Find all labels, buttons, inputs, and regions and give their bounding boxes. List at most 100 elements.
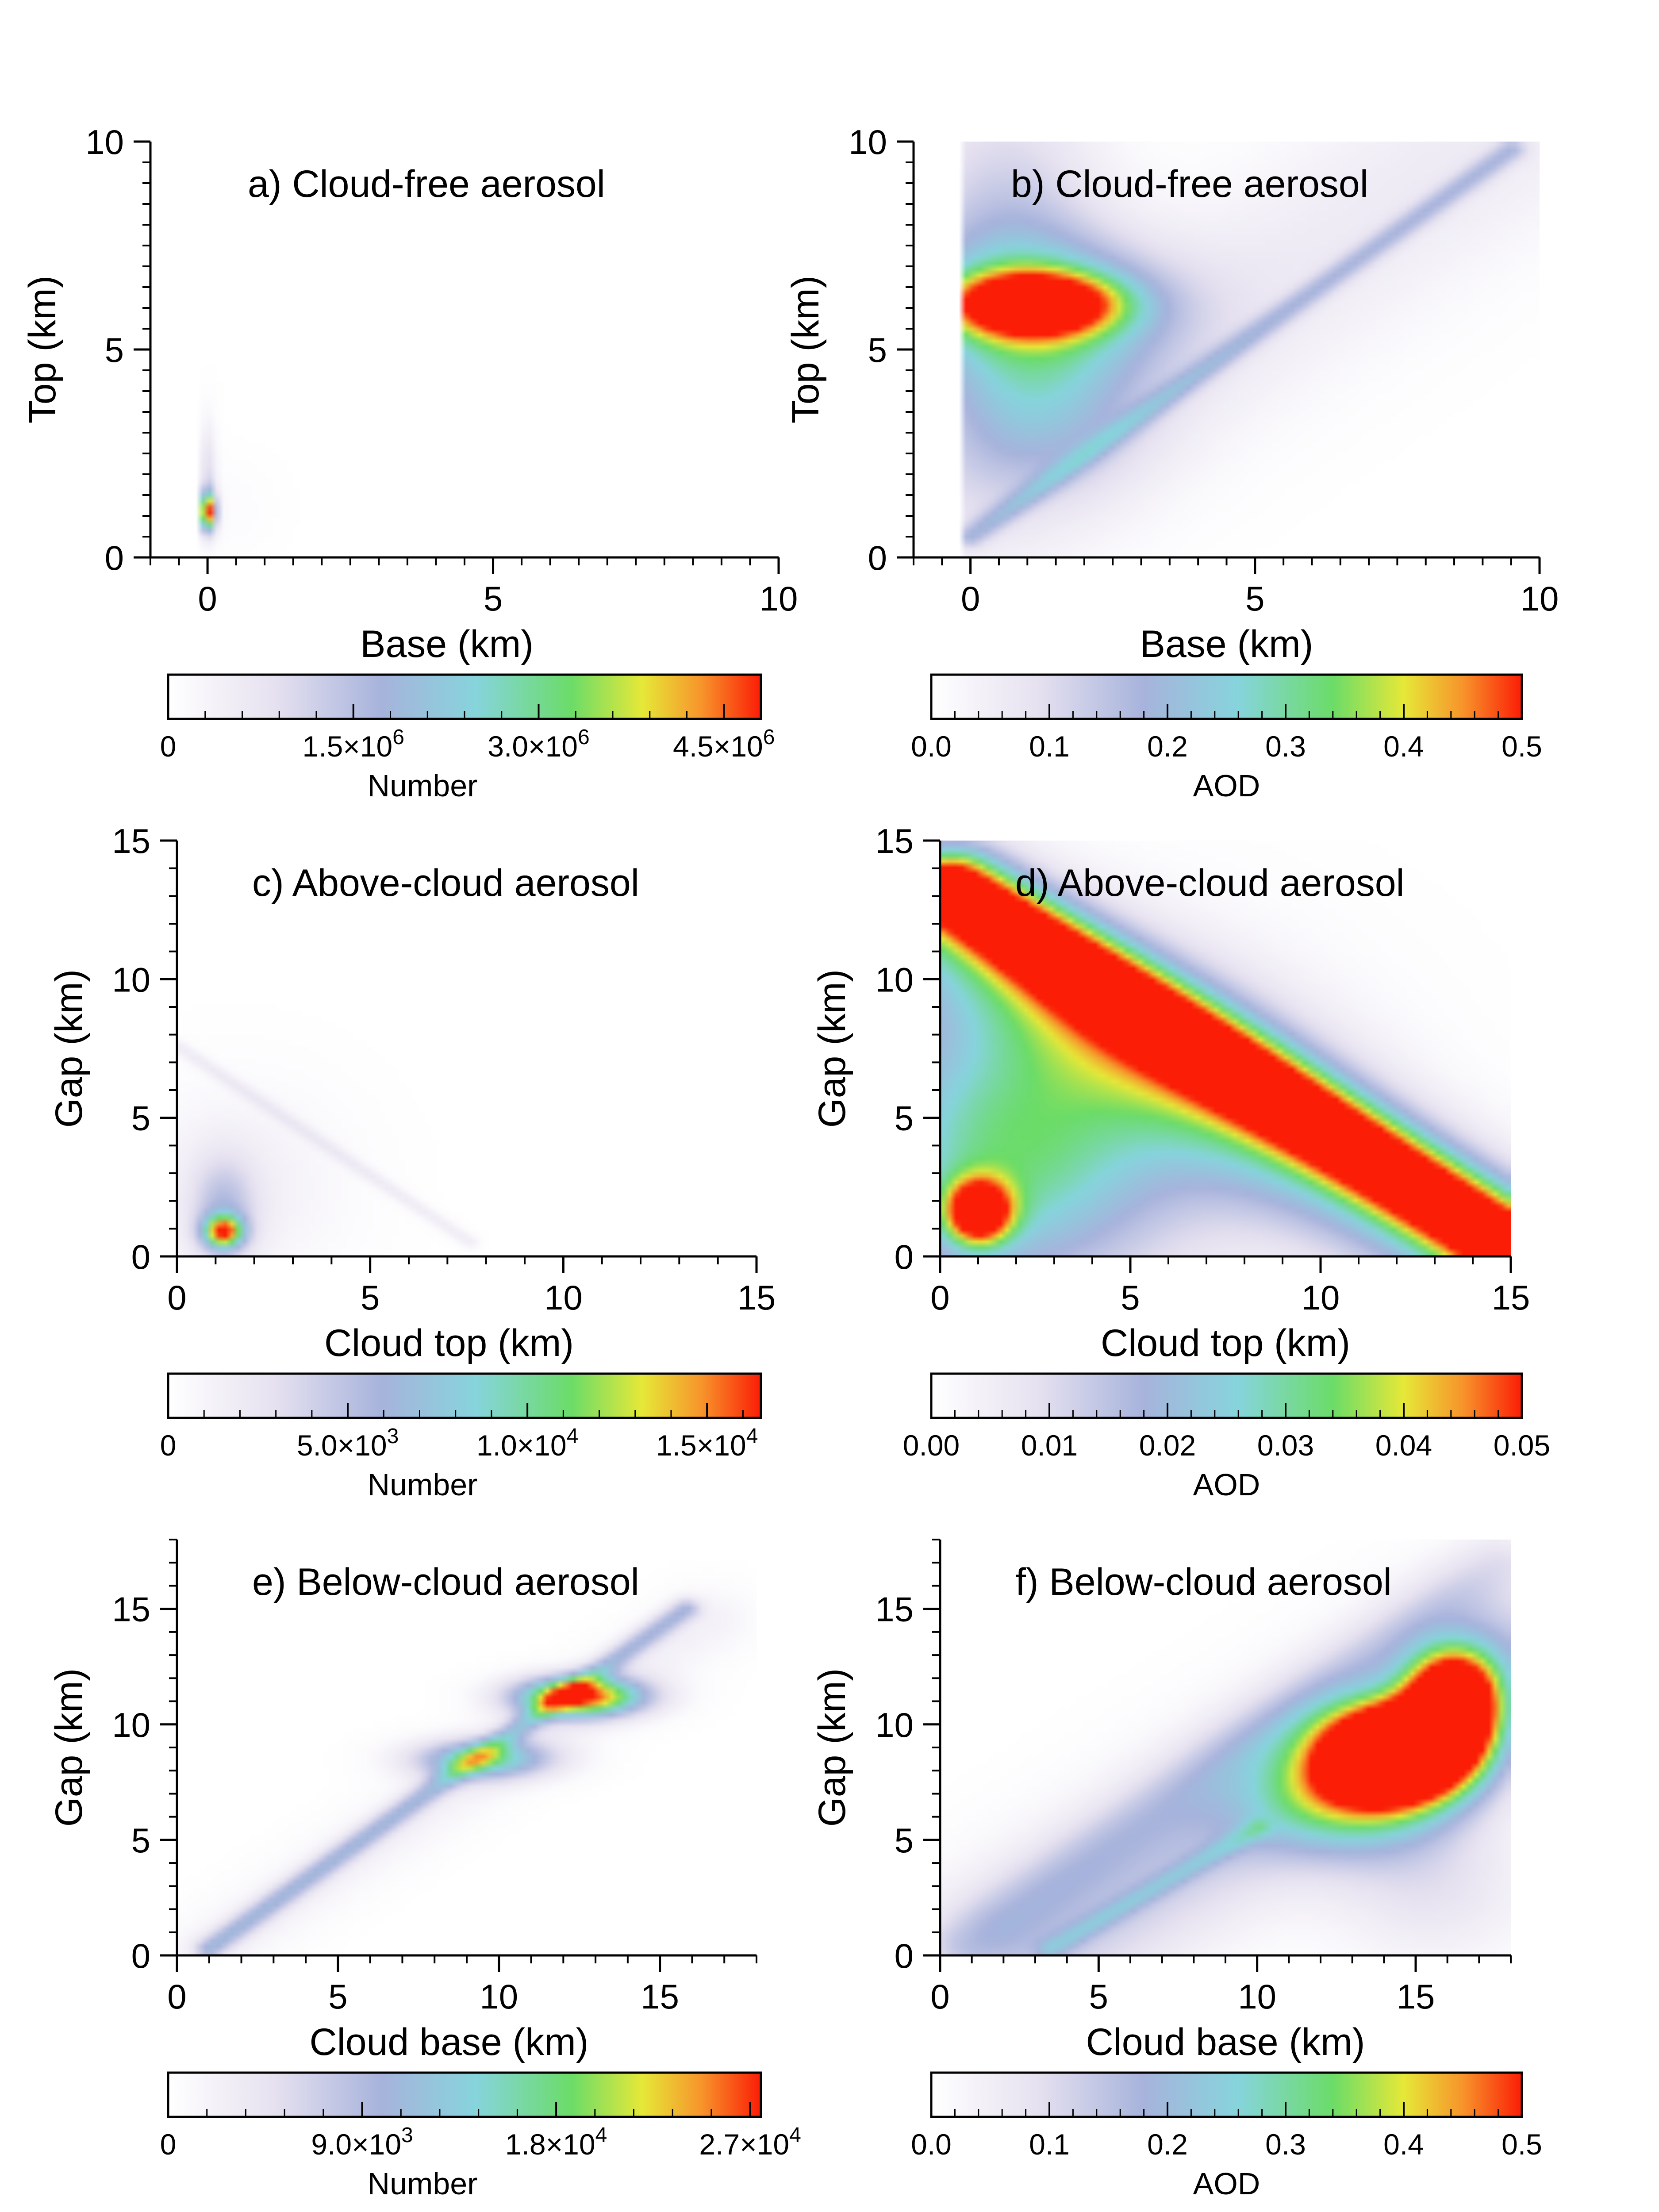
colorbar-title: Number [368, 2166, 478, 2201]
x-tick-label: 0 [930, 1977, 949, 2016]
y-tick-label: 15 [112, 822, 150, 860]
x-tick-label: 10 [480, 1977, 518, 2016]
x-tick-label: 15 [737, 1278, 776, 1317]
colorbar-title: AOD [1193, 2166, 1260, 2201]
colorbar-tick-label: 0.1 [1029, 730, 1070, 763]
y-tick-label: 15 [112, 1590, 150, 1629]
colorbar-tick-label: 0.1 [1029, 2128, 1070, 2161]
x-axis-title: Cloud top (km) [324, 1322, 574, 1364]
colorbar-gradient [930, 1372, 1523, 1419]
x-tick-label: 15 [1492, 1278, 1530, 1317]
colorbar-tick-label: 0.4 [1383, 2128, 1424, 2161]
colorbar-tick-label: 0.5 [1502, 2128, 1542, 2161]
y-tick-label: 5 [105, 330, 124, 369]
x-tick-label: 0 [961, 579, 980, 618]
panel-title: d) Above-cloud aerosol [1015, 862, 1405, 904]
x-tick-label: 5 [1245, 579, 1264, 618]
x-axis-title: Cloud base (km) [310, 2021, 589, 2063]
heatmap-raster-b [914, 142, 1540, 557]
colorbar-tick-label: 0.01 [1021, 1429, 1078, 1462]
x-axis-title: Base (km) [1140, 623, 1313, 665]
panel-title: f) Below-cloud aerosol [1015, 1561, 1392, 1603]
colorbar-tick-label: 0.2 [1147, 2128, 1188, 2161]
colorbar-tick-label: 0.02 [1139, 1429, 1196, 1462]
y-tick-label: 5 [131, 1821, 150, 1860]
colorbar-tick-label: 9.0×103 [311, 2124, 413, 2161]
y-axis-title: Gap (km) [811, 1668, 853, 1827]
panel-e: 0 5 10 15 0 5 10 15 Cloud base (km) Gap (km) e) Be… [48, 1539, 801, 2201]
x-tick-label: 5 [328, 1977, 347, 2016]
colorbar-tick-label: 3.0×106 [488, 726, 589, 763]
colorbar-tick-label: 0.0 [911, 730, 952, 763]
y-tick-label: 0 [131, 1936, 150, 1975]
colorbar-tick-label: 0.5 [1502, 730, 1542, 763]
colorbar-tick-label: 0.4 [1383, 730, 1424, 763]
y-tick-label: 10 [112, 960, 150, 999]
colorbar-tick-label: 2.7×104 [699, 2124, 801, 2161]
panel-a: 0 5 10 0 5 10 Base (km) Top (km) a) Cloud-free a… [21, 123, 798, 803]
colorbar-e: 0 9.0×103 1.8×104 2.7×104 Number [160, 2071, 801, 2201]
x-axis-title: Cloud top (km) [1101, 1322, 1350, 1364]
x-tick-label: 10 [544, 1278, 583, 1317]
x-tick-label: 10 [1238, 1977, 1276, 2016]
y-tick-label: 15 [875, 1590, 914, 1629]
panel-title: e) Below-cloud aerosol [252, 1561, 639, 1603]
y-axis-title: Gap (km) [48, 1668, 90, 1827]
colorbar-tick-label: 0.05 [1494, 1429, 1550, 1462]
colorbar-tick-label: 5.0×103 [297, 1425, 399, 1462]
x-tick-label: 5 [484, 579, 503, 618]
x-tick-label: 5 [1121, 1278, 1140, 1317]
heatmap-raster-a [150, 142, 779, 557]
x-tick-label: 5 [1089, 1977, 1108, 2016]
x-tick-label: 0 [198, 579, 217, 618]
panel-title: b) Cloud-free aerosol [1011, 163, 1368, 205]
colorbar-tick-label: 4.5×106 [673, 726, 775, 763]
colorbar-tick-label: 0.3 [1265, 2128, 1306, 2161]
colorbar-gradient [167, 2071, 762, 2118]
colorbar-tick-label: 0.04 [1375, 1429, 1432, 1462]
colorbar-tick-label: 0 [160, 730, 177, 763]
colorbar-tick-label: 1.8×104 [505, 2124, 607, 2161]
y-tick-label: 10 [85, 123, 124, 161]
x-tick-label: 0 [930, 1278, 949, 1317]
colorbar-tick-label: 0 [160, 1429, 177, 1462]
colorbar-a: 0 1.5×106 3.0×106 4.5×106 Number [160, 673, 775, 803]
x-axis-title: Base (km) [360, 623, 534, 665]
y-tick-label: 5 [895, 1821, 914, 1860]
colorbar-title: Number [368, 768, 478, 803]
colorbar-b: 0.0 0.1 0.2 0.3 0.4 0.5 AOD [911, 673, 1542, 803]
y-tick-label: 10 [875, 1705, 914, 1744]
colorbar-tick-label: 0 [160, 2128, 177, 2161]
y-tick-label: 10 [849, 123, 887, 161]
colorbar-tick-label: 1.5×106 [303, 726, 404, 763]
y-tick-label: 15 [875, 822, 914, 860]
x-tick-label: 0 [167, 1278, 186, 1317]
x-tick-label: 15 [641, 1977, 679, 2016]
heatmap-raster-c [177, 841, 757, 1256]
y-axis-title: Top (km) [21, 276, 64, 423]
colorbar-tick-label: 0.3 [1265, 730, 1306, 763]
colorbar-title: AOD [1193, 768, 1260, 803]
colorbar-tick-label: 0.2 [1147, 730, 1188, 763]
x-tick-label: 10 [1302, 1278, 1340, 1317]
heatmap-raster-f [940, 1540, 1511, 1955]
x-tick-label: 10 [760, 579, 798, 618]
colorbar-tick-label: 1.0×104 [476, 1425, 578, 1462]
panel-c: 0 5 10 15 0 5 10 15 Cloud top (km) Gap (km) c) Abo… [48, 822, 776, 1502]
y-tick-label: 0 [105, 538, 124, 577]
panel-title: c) Above-cloud aerosol [252, 862, 639, 904]
x-tick-label: 0 [167, 1977, 186, 2016]
colorbar-gradient [930, 673, 1523, 720]
colorbar-gradient [167, 1372, 762, 1419]
heatmap-raster-e [177, 1540, 757, 1955]
colorbar-tick-label: 0.00 [903, 1429, 960, 1462]
y-tick-label: 10 [112, 1705, 150, 1744]
y-tick-label: 5 [131, 1099, 150, 1138]
y-tick-label: 0 [895, 1237, 914, 1276]
heatmap-raster-d [940, 841, 1511, 1256]
x-axis-title: Cloud base (km) [1086, 2021, 1365, 2063]
y-tick-label: 10 [875, 960, 914, 999]
y-axis-title: Gap (km) [811, 969, 853, 1128]
y-tick-label: 0 [868, 538, 887, 577]
x-tick-label: 5 [361, 1278, 380, 1317]
